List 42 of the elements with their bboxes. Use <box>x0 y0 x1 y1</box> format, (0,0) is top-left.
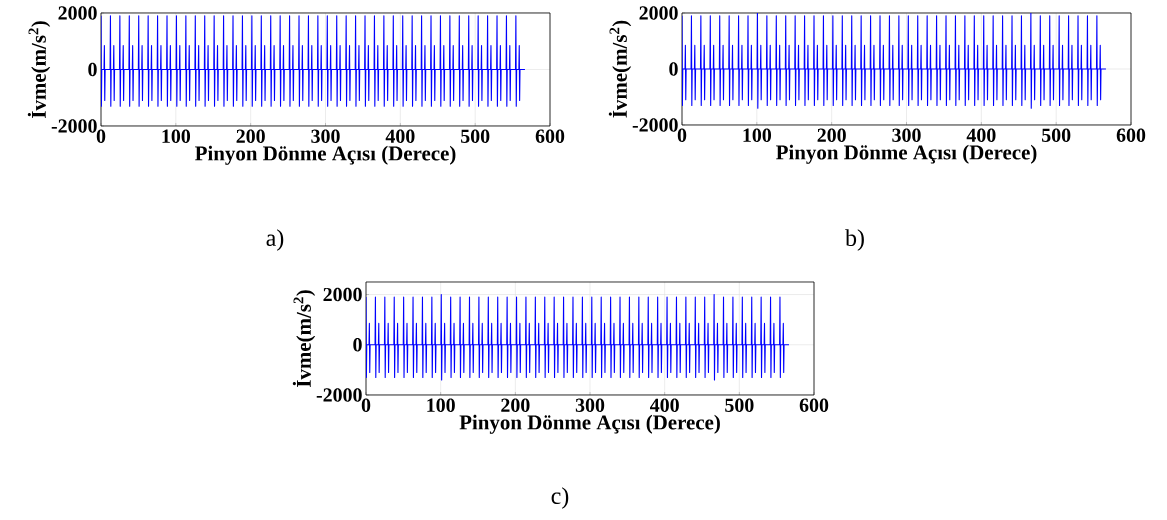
x-tick-label: 300 <box>311 129 340 143</box>
x-tick-label: 300 <box>892 128 921 142</box>
x-tick-label: 0 <box>677 128 687 142</box>
text: a) <box>266 229 284 251</box>
line-series <box>682 12 1107 109</box>
x-tick-label: 200 <box>236 129 265 143</box>
y-tick-label: 0 <box>88 62 97 77</box>
y-axis-title: İvme(m/s$^{2}$) <box>608 20 632 118</box>
y-axis-title: İvme(m/s$^{2}$) <box>27 21 51 119</box>
x-tick-label: 300 <box>575 398 605 412</box>
x-tick-label: 500 <box>725 398 754 412</box>
x-tick-label: 100 <box>743 128 772 142</box>
y-tick-label: 2000 <box>323 287 362 302</box>
y-tick-label: 0 <box>669 62 678 76</box>
x-tick-label: 100 <box>162 129 191 143</box>
y-tick-label: 2000 <box>639 6 678 20</box>
x-tick-label: 400 <box>385 129 415 143</box>
x-tick-label: 200 <box>501 398 530 412</box>
text: c) <box>551 487 569 509</box>
line-series <box>101 15 526 107</box>
x-axis-title: Pinyon Dönme Açısı (Derece) <box>195 145 456 165</box>
y-tick-label: -2000 <box>632 118 678 132</box>
y-tick-label: 2000 <box>58 6 97 20</box>
x-tick-label: 600 <box>1116 128 1146 142</box>
x-tick-label: 100 <box>427 398 455 412</box>
x-tick-label: 200 <box>817 128 846 142</box>
x-tick-label: 400 <box>966 128 996 142</box>
x-tick-label: 400 <box>650 398 679 412</box>
y-tick-label: -2000 <box>51 119 97 133</box>
line-series <box>366 293 790 381</box>
x-tick-label: 600 <box>535 129 565 143</box>
text: b) <box>845 229 864 251</box>
x-tick-label: 600 <box>799 398 829 412</box>
x-tick-label: 0 <box>96 129 106 143</box>
x-tick-label: 0 <box>361 398 371 412</box>
y-tick-label: -2000 <box>316 388 362 402</box>
x-axis-title: Pinyon Dönme Açısı (Derece) <box>459 414 720 434</box>
x-tick-label: 500 <box>461 129 490 143</box>
x-axis-title: Pinyon Dönme Açısı (Derece) <box>776 144 1037 164</box>
x-tick-label: 500 <box>1042 128 1071 142</box>
y-axis-title: İvme(m/s$^{2}$) <box>292 290 316 388</box>
y-tick-label: 0 <box>353 338 362 352</box>
